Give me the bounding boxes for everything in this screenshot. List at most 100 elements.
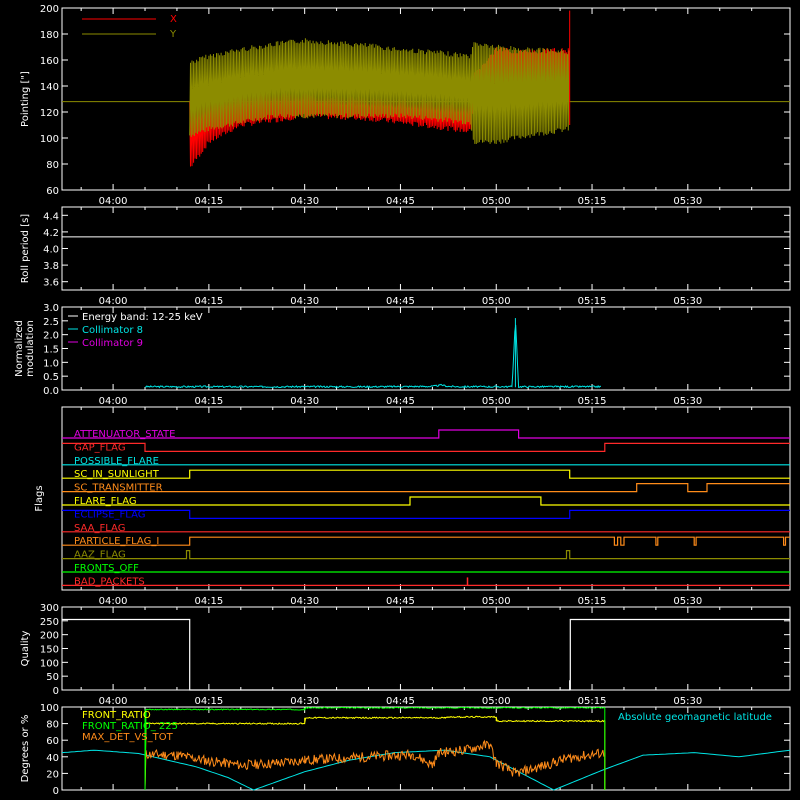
time-tick-label: 04:45 bbox=[386, 396, 415, 407]
y-tick-label: 1.5 bbox=[43, 345, 59, 356]
flag-step-line bbox=[62, 442, 790, 452]
time-tick-label: 04:45 bbox=[386, 696, 415, 707]
y-tick-label: 0 bbox=[53, 786, 59, 797]
y-tick-label: 80 bbox=[46, 720, 59, 731]
flag-label: FRONTS_OFF bbox=[74, 563, 139, 574]
time-tick-label: 05:00 bbox=[482, 396, 511, 407]
time-tick-label: 05:15 bbox=[578, 696, 607, 707]
flag-step-line bbox=[62, 509, 790, 519]
legend-front-ratio-225-label: FRONT_RATIO_ 225 bbox=[82, 721, 178, 732]
flag-label: BAD_PACKETS bbox=[74, 576, 145, 587]
flag-step-line bbox=[62, 469, 790, 479]
y-axis-label: Pointing ["] bbox=[20, 71, 31, 127]
quality-panel: 04:00 04:15 04:30 04:45 05:00 05:15 05:30 0 50 10… bbox=[20, 603, 791, 707]
axes-frame bbox=[61, 406, 791, 591]
flag-label: SC_TRANSMITTER bbox=[74, 483, 163, 494]
legend-x-label: X bbox=[170, 14, 177, 25]
flag-label: SC_IN_SUNLIGHT bbox=[74, 469, 160, 480]
time-tick-label: 04:15 bbox=[194, 196, 223, 207]
flag-label: POSSIBLE_FLARE bbox=[74, 456, 159, 467]
flag-label: ATTENUATOR_STATE bbox=[74, 429, 175, 440]
flag-label: PARTICLE_FLAG_I bbox=[74, 536, 159, 547]
time-tick-label: 05:15 bbox=[578, 296, 607, 307]
flag-label: FLARE_FLAG bbox=[74, 496, 137, 507]
max-det-vs-tot-line bbox=[144, 739, 606, 790]
y-tick-label: 250 bbox=[40, 617, 59, 628]
y-axis-label: Normalized bbox=[14, 320, 25, 377]
geomagnetic-latitude-line bbox=[61, 749, 791, 791]
y-tick-label: 200 bbox=[40, 631, 59, 642]
time-tick-label: 05:00 bbox=[482, 296, 511, 307]
front-ratio-225-line bbox=[144, 706, 606, 791]
time-tick-label: 05:00 bbox=[482, 696, 511, 707]
time-tick-label: 05:15 bbox=[578, 396, 607, 407]
flag-label: SAA_FLAG bbox=[74, 523, 125, 534]
y-tick-label: 200 bbox=[40, 4, 59, 15]
y-tick-label: 300 bbox=[40, 603, 59, 614]
ratios-panel: 0 20 40 60 80 100 Degrees or % FRONT_RATIOFRONT… bbox=[20, 703, 791, 797]
legend-front-ratio-label: FRONT_RATIO bbox=[82, 710, 151, 721]
flag-step-line bbox=[62, 496, 790, 506]
time-tick-label: 04:00 bbox=[99, 696, 128, 707]
y-tick-label: 120 bbox=[40, 108, 59, 119]
time-tick-label: 04:15 bbox=[194, 596, 223, 607]
time-tick-label: 04:30 bbox=[290, 596, 319, 607]
time-tick-label: 05:30 bbox=[673, 396, 702, 407]
legend-y-label: Y bbox=[169, 29, 177, 40]
flag-label: ECLIPSE_FLAG bbox=[74, 509, 145, 520]
legend-energy-label: Energy band: 12-25 keV bbox=[82, 312, 203, 323]
y-tick-label: 40 bbox=[46, 753, 59, 764]
y-tick-label: 3.6 bbox=[43, 278, 59, 289]
time-tick-label: 04:45 bbox=[386, 596, 415, 607]
time-tick-label: 04:30 bbox=[290, 396, 319, 407]
y-tick-label: 4.0 bbox=[43, 245, 59, 256]
time-tick-label: 05:15 bbox=[578, 196, 607, 207]
time-tick-label: 05:30 bbox=[673, 196, 702, 207]
y-axis-label: Flags bbox=[34, 485, 45, 511]
modulation-panel: 04:00 04:15 04:30 04:45 05:00 05:15 05:30 0.0 0.… bbox=[14, 303, 791, 407]
time-tick-label: 05:15 bbox=[578, 596, 607, 607]
y-axis-label: Quality bbox=[20, 631, 31, 667]
front-ratio-line bbox=[144, 715, 606, 791]
legend-collimator-8-label: Collimator 8 bbox=[82, 325, 143, 336]
y-axis-label: Degrees or % bbox=[20, 715, 31, 783]
y-tick-label: 0.5 bbox=[43, 372, 59, 383]
y-tick-label: 4.2 bbox=[43, 228, 59, 239]
y-tick-label: 60 bbox=[46, 736, 59, 747]
time-tick-label: 05:30 bbox=[673, 596, 702, 607]
time-tick-label: 05:30 bbox=[673, 696, 702, 707]
time-tick-label: 05:00 bbox=[482, 196, 511, 207]
time-tick-label: 04:30 bbox=[290, 296, 319, 307]
time-tick-label: 04:45 bbox=[386, 296, 415, 307]
y-tick-label: 50 bbox=[46, 672, 59, 683]
axes-frame bbox=[61, 7, 791, 191]
y-tick-label: 3.0 bbox=[43, 303, 59, 314]
time-tick-label: 04:15 bbox=[194, 396, 223, 407]
time-tick-label: 04:00 bbox=[99, 396, 128, 407]
flag-step-line bbox=[62, 429, 790, 439]
collimator-8-line bbox=[144, 324, 602, 389]
time-tick-label: 04:00 bbox=[99, 596, 128, 607]
y-tick-label: 0 bbox=[53, 686, 59, 697]
y-axis-label: modulation bbox=[25, 320, 36, 377]
y-tick-label: 2.5 bbox=[43, 317, 59, 328]
time-tick-label: 04:30 bbox=[290, 196, 319, 207]
quality-line bbox=[62, 618, 790, 691]
time-tick-label: 04:15 bbox=[194, 696, 223, 707]
time-tick-label: 04:30 bbox=[290, 696, 319, 707]
time-tick-label: 05:00 bbox=[482, 596, 511, 607]
y-tick-label: 140 bbox=[40, 82, 59, 93]
y-tick-label: 80 bbox=[46, 160, 59, 171]
y-tick-label: 150 bbox=[40, 645, 59, 656]
time-tick-label: 04:00 bbox=[99, 196, 128, 207]
y-tick-label: 180 bbox=[40, 30, 59, 41]
flag-step-line bbox=[62, 483, 790, 493]
y-tick-label: 100 bbox=[40, 658, 59, 669]
legend-collimator-9-label: Collimator 9 bbox=[82, 338, 143, 349]
flag-step-line bbox=[62, 550, 790, 560]
flag-label: GAP_FLAG bbox=[74, 442, 126, 453]
geomagnetic-latitude-annotation: Absolute geomagnetic latitude bbox=[618, 712, 772, 723]
time-tick-label: 04:45 bbox=[386, 196, 415, 207]
